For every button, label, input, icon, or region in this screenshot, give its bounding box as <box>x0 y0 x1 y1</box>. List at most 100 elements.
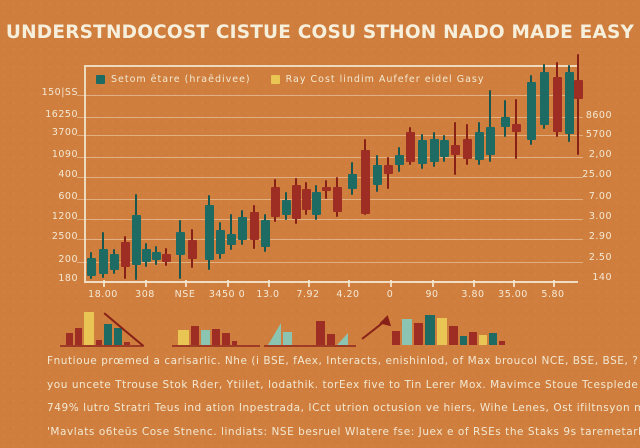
candlestick-up <box>175 232 185 255</box>
mini-bar <box>469 332 477 345</box>
y-axis-label-right: 25.00 <box>582 169 612 180</box>
candlestick-up <box>526 82 536 140</box>
candlestick-down <box>360 150 370 214</box>
chart-legend: Setom ētare (hraēdivee) Ray Cost lindim … <box>96 74 484 85</box>
candlestick-up <box>347 174 357 189</box>
y-axis-label-right: 2.90 <box>588 231 612 242</box>
candlestick-down <box>405 132 415 162</box>
mini-chart-group <box>392 309 505 345</box>
x-axis-tick <box>390 280 392 287</box>
mini-bar <box>178 330 189 345</box>
mini-bar <box>392 331 400 345</box>
y-axis-label-left: 600 <box>58 191 78 202</box>
candlestick-up <box>500 117 510 127</box>
x-axis-label: 5.80 <box>541 289 565 300</box>
candlestick-up <box>474 132 484 160</box>
arrowhead-icon <box>379 313 394 327</box>
mini-triangle <box>268 323 281 345</box>
x-axis-label: NSE <box>174 289 196 300</box>
candlestick-down <box>161 254 171 262</box>
legend-swatch-teal-icon <box>96 75 105 84</box>
mini-bar <box>124 342 130 345</box>
x-axis-tick <box>185 280 187 287</box>
x-axis-tick <box>145 280 147 287</box>
x-axis-tick <box>268 280 270 287</box>
candlestick-up <box>204 205 214 260</box>
page-title: UNDERSTNDOCOST CISTUE COSU STHON NADO MA… <box>5 22 635 43</box>
x-axis-label: 13.0 <box>256 289 280 300</box>
x-axis-label: 3450 0 <box>208 289 246 300</box>
y-axis-label-right: 5700 <box>585 129 612 140</box>
candlestick-up <box>281 200 291 215</box>
caption-line: you uncete Ttrouse Stok Rder, Ytiilet, l… <box>47 378 640 391</box>
candlestick-down <box>291 185 301 219</box>
mini-bar <box>114 328 122 345</box>
mini-chart-group <box>316 309 348 345</box>
mini-chart-baseline <box>172 345 260 347</box>
candlestick-up <box>151 252 161 260</box>
candlestick-up <box>429 139 439 162</box>
x-axis-label: 4.20 <box>336 289 360 300</box>
candle-wick <box>489 90 491 162</box>
gridline <box>77 157 583 159</box>
candlestick-up <box>311 192 321 215</box>
y-axis-label-left: 3700 <box>51 127 78 138</box>
candle-wick <box>230 214 232 250</box>
candlestick-chart-panel: Setom ētare (hraēdivee) Ray Cost lindim … <box>77 54 583 283</box>
mini-bar <box>191 326 199 345</box>
gridline <box>77 117 583 119</box>
x-axis-label: 35.00 <box>498 289 528 300</box>
mini-bar <box>84 312 94 345</box>
candlestick-down <box>383 165 393 174</box>
mini-triangle <box>337 333 348 345</box>
candlestick-up <box>485 127 495 155</box>
candlestick-down <box>321 187 331 191</box>
mini-bar <box>212 329 220 345</box>
mini-bar <box>104 324 112 345</box>
candlestick-up <box>109 254 119 270</box>
mini-bar <box>96 340 102 345</box>
mini-bar <box>460 336 467 345</box>
candlestick-up <box>226 234 236 245</box>
caption-line: Fnutioue prœmed a carisarlic. Nhe (i BSE… <box>47 355 640 367</box>
gridline <box>77 177 583 179</box>
y-axis-label-right: 2.50 <box>588 252 612 263</box>
legend-item-series-1: Setom ētare (hraēdivee) <box>96 74 251 85</box>
mini-bar <box>201 330 210 345</box>
candlestick-up <box>141 249 151 262</box>
y-axis-label-right: 3.00 <box>588 211 612 222</box>
candlestick-down <box>462 139 472 159</box>
legend-item-series-2: Ray Cost lindim Aufefer eidel Gasy <box>270 74 485 85</box>
x-axis-label: 90 <box>425 289 439 300</box>
candlestick-down <box>249 212 259 240</box>
x-axis-tick <box>227 280 229 287</box>
mini-bar <box>316 321 325 345</box>
x-axis-tick <box>348 280 350 287</box>
mini-bar <box>449 326 458 345</box>
legend-label: Ray Cost lindim Aufefer eidel Gasy <box>285 74 485 85</box>
y-axis-label-right: 2,00 <box>588 149 612 160</box>
mini-chart-group <box>178 309 237 345</box>
y-axis-label-left: 150|SS <box>41 87 78 98</box>
mini-chart-baseline <box>264 345 312 347</box>
gridline <box>77 95 583 97</box>
mini-bar <box>283 332 292 345</box>
candlestick-down <box>552 77 562 132</box>
candlestick-down <box>450 145 460 155</box>
candlestick-up <box>439 140 449 157</box>
y-axis-label-left: 16250 <box>45 109 78 120</box>
candlestick-up <box>372 165 382 185</box>
mini-bar <box>437 318 447 345</box>
mini-bar <box>232 341 237 345</box>
y-axis-label-left: 2500 <box>51 231 78 242</box>
mini-bar <box>66 333 73 345</box>
mini-bar <box>402 319 412 345</box>
candlestick-up <box>539 72 549 125</box>
candlestick-up <box>237 217 247 240</box>
candlestick-down <box>270 187 280 217</box>
mini-bar <box>75 328 82 345</box>
gridline <box>77 135 583 137</box>
candlestick-down <box>332 187 342 212</box>
candlestick-up <box>215 230 225 254</box>
